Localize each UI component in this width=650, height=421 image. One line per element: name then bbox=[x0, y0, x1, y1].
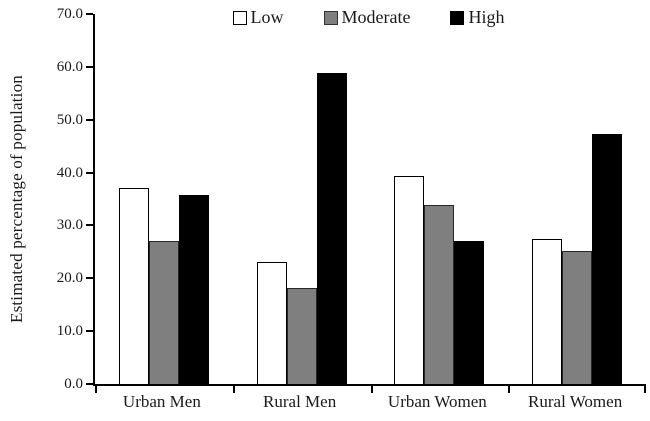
bar-rural-women-low bbox=[532, 239, 563, 384]
y-tick-label: 70.0 bbox=[56, 6, 83, 22]
x-tick bbox=[644, 386, 646, 393]
legend-item-high: High bbox=[450, 7, 504, 28]
y-tick-label: 60.0 bbox=[56, 58, 83, 75]
bar-urban-men-low bbox=[118, 187, 149, 384]
x-tick bbox=[232, 386, 235, 393]
y-tick bbox=[86, 171, 93, 174]
x-category-label-urban-men: Urban Men bbox=[122, 392, 201, 411]
legend-item-low: Low bbox=[232, 7, 284, 28]
bar-rural-men-low bbox=[256, 261, 287, 384]
bar-urban-men-high bbox=[178, 194, 209, 384]
bar-urban-men-moderate bbox=[148, 240, 179, 384]
bar-rural-men-moderate bbox=[286, 288, 317, 384]
bar-rural-men-high bbox=[316, 72, 347, 384]
y-tick bbox=[86, 330, 93, 333]
legend-swatch-moderate-icon bbox=[323, 10, 338, 25]
bar-urban-women-high bbox=[454, 241, 485, 384]
y-tick-label: 50.0 bbox=[56, 111, 83, 128]
x-tick bbox=[508, 386, 511, 393]
y-axis-title-text: Estimated percentage of population bbox=[7, 74, 26, 324]
y-tick-label: 10.0 bbox=[56, 323, 83, 340]
x-category-label-urban-women: Urban Women bbox=[387, 392, 487, 411]
legend-label: Moderate bbox=[341, 7, 411, 27]
y-tick-label: 0.0 bbox=[64, 376, 83, 392]
x-tick bbox=[95, 386, 97, 393]
y-tick bbox=[86, 277, 93, 280]
bar-urban-women-low bbox=[394, 175, 425, 384]
legend-item-moderate: Moderate bbox=[323, 7, 411, 28]
y-tick bbox=[86, 383, 93, 385]
y-tick-label: 40.0 bbox=[56, 164, 83, 181]
y-tick bbox=[86, 65, 93, 68]
bar-rural-women-moderate bbox=[562, 251, 593, 384]
x-category-label-rural-women: Rural Women bbox=[528, 392, 623, 411]
legend-label: Low bbox=[250, 7, 284, 27]
legend: Low Moderate High bbox=[93, 7, 644, 28]
y-tick bbox=[86, 224, 93, 227]
plot-area: 0.0 10.0 20.0 30.0 40.0 50.0 60.0 70.0 bbox=[57, 6, 646, 393]
y-tick-label: 30.0 bbox=[56, 217, 83, 234]
y-axis-title: Estimated percentage of population bbox=[0, 14, 34, 384]
bar-rural-women-high bbox=[592, 134, 623, 384]
bar-urban-women-moderate bbox=[424, 205, 455, 384]
y-tick-label: 20.0 bbox=[56, 270, 83, 287]
legend-swatch-high-icon bbox=[450, 10, 465, 25]
x-category-label-rural-men: Rural Men bbox=[263, 392, 337, 411]
y-tick bbox=[86, 118, 93, 121]
legend-label: High bbox=[468, 7, 505, 27]
x-tick bbox=[370, 386, 373, 393]
y-tick bbox=[86, 13, 93, 15]
legend-swatch-low-icon bbox=[232, 10, 247, 25]
